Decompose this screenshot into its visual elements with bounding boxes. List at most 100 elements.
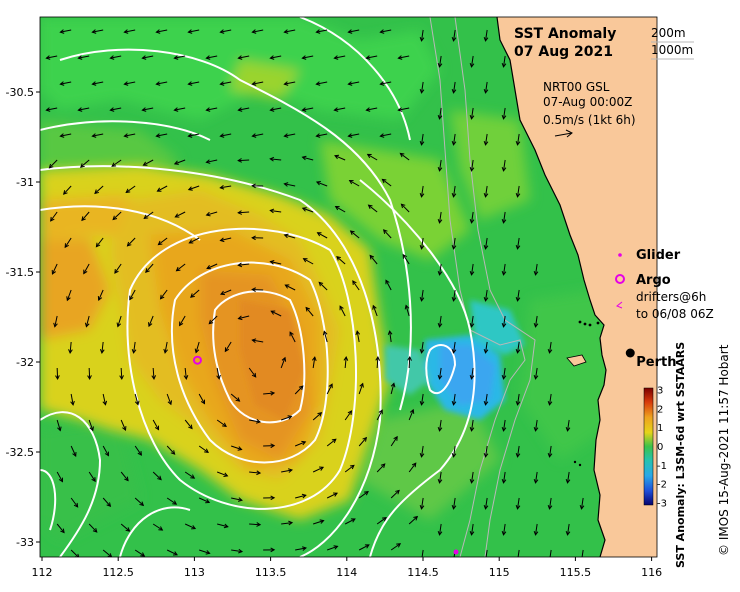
current-arrow (322, 330, 328, 343)
current-arrow (469, 419, 475, 432)
current-arrow (295, 546, 307, 551)
current-arrow (216, 471, 229, 477)
current-arrow (533, 523, 539, 536)
imos-credit: © IMOS 15-Aug-2021 11:57 Hobart (717, 344, 731, 556)
current-arrow (220, 289, 232, 296)
current-arrow (53, 315, 58, 328)
current-arrow (151, 367, 157, 381)
current-arrow (208, 315, 218, 325)
coastal-dots (573, 320, 600, 467)
current-arrow (56, 471, 63, 483)
x-tick-label: 113 (184, 566, 205, 579)
current-arrow (437, 263, 443, 276)
x-tick-label: 115 (489, 566, 510, 579)
current-arrow (249, 522, 262, 527)
current-arrow (301, 207, 314, 213)
current-arrow (385, 279, 392, 291)
current-arrow (469, 263, 475, 276)
current-arrow (79, 159, 90, 168)
glider-marker (453, 549, 459, 555)
current-arrow (230, 445, 243, 451)
map-title-line1: SST Anomaly (514, 26, 616, 42)
current-arrow (50, 211, 58, 222)
current-arrow (565, 471, 571, 484)
current-arrow (501, 367, 507, 380)
current-arrow (219, 184, 232, 190)
current-arrow (483, 237, 489, 250)
current-arrow (152, 471, 162, 481)
current-arrow (451, 185, 457, 198)
current-arrow (206, 263, 218, 270)
current-arrow (152, 419, 160, 431)
current-arrow (129, 289, 136, 301)
current-arrow (155, 81, 168, 86)
current-arrow (533, 471, 539, 484)
y-tick-label: -31 (16, 176, 34, 189)
current-arrow (469, 315, 475, 328)
current-arrow (469, 159, 475, 172)
current-arrow (501, 523, 507, 536)
current-time: 07-Aug 00:00Z (543, 95, 632, 109)
current-arrow (91, 81, 104, 86)
current-arrow (102, 445, 109, 457)
legend-drifters-line2: to 06/08 06Z (636, 307, 714, 321)
land-western-australia (497, 17, 657, 557)
current-arrow (305, 306, 314, 317)
current-arrow (381, 178, 392, 187)
current-source: NRT00 GSL (543, 80, 610, 94)
plot-frame (39, 16, 658, 558)
current-arrow (483, 289, 489, 302)
current-arrow (163, 341, 168, 354)
current-arrow (326, 545, 339, 551)
current-arrow (184, 523, 197, 530)
current-arrow (565, 419, 571, 432)
current-arrow (237, 55, 250, 60)
current-arrow (437, 211, 443, 224)
current-arrow (88, 523, 98, 533)
current-arrow (114, 263, 122, 274)
current-arrow (483, 81, 489, 94)
current-arrow (156, 185, 168, 192)
current-arrow (349, 230, 360, 239)
current-arrow (183, 367, 189, 380)
x-tick-label: 114 (336, 566, 357, 579)
current-arrow (437, 367, 443, 380)
current-arrow (326, 438, 337, 447)
current-arrow (501, 419, 507, 432)
current-arrow (312, 412, 323, 421)
current-arrow (84, 315, 90, 328)
legend-argo: Argo (636, 273, 671, 288)
current-arrow (333, 55, 346, 60)
current-arrow (188, 237, 200, 244)
x-tick-label: 115.5 (560, 566, 592, 579)
current-arrow (419, 133, 425, 146)
current-arrow (70, 393, 75, 406)
current-arrow (231, 548, 244, 554)
current-arrow (166, 497, 178, 505)
current-arrow (483, 341, 489, 354)
current-arrow (173, 107, 186, 112)
current-arrow (402, 253, 410, 265)
current-arrow (408, 408, 415, 421)
current-arrow (230, 393, 241, 402)
current-arrow (352, 280, 360, 291)
current-arrow (358, 382, 364, 395)
current-arrow (501, 315, 507, 328)
colorbar-tick-label: -2 (657, 480, 667, 491)
current-arrow (312, 466, 325, 473)
current-arrow (237, 107, 250, 112)
current-arrow (376, 463, 386, 473)
current-arrow (379, 29, 392, 34)
current-arrow (365, 55, 378, 60)
current-arrow (94, 185, 104, 195)
current-arrow (347, 81, 360, 86)
current-arrow (283, 133, 296, 138)
current-arrow (157, 237, 168, 246)
ssh-contours (40, 17, 476, 557)
current-arrow (404, 304, 410, 317)
current-arrow (358, 490, 369, 499)
current-arrow (125, 185, 136, 194)
colorbar-tick-label: 1 (657, 423, 663, 434)
current-arrow (451, 237, 457, 250)
